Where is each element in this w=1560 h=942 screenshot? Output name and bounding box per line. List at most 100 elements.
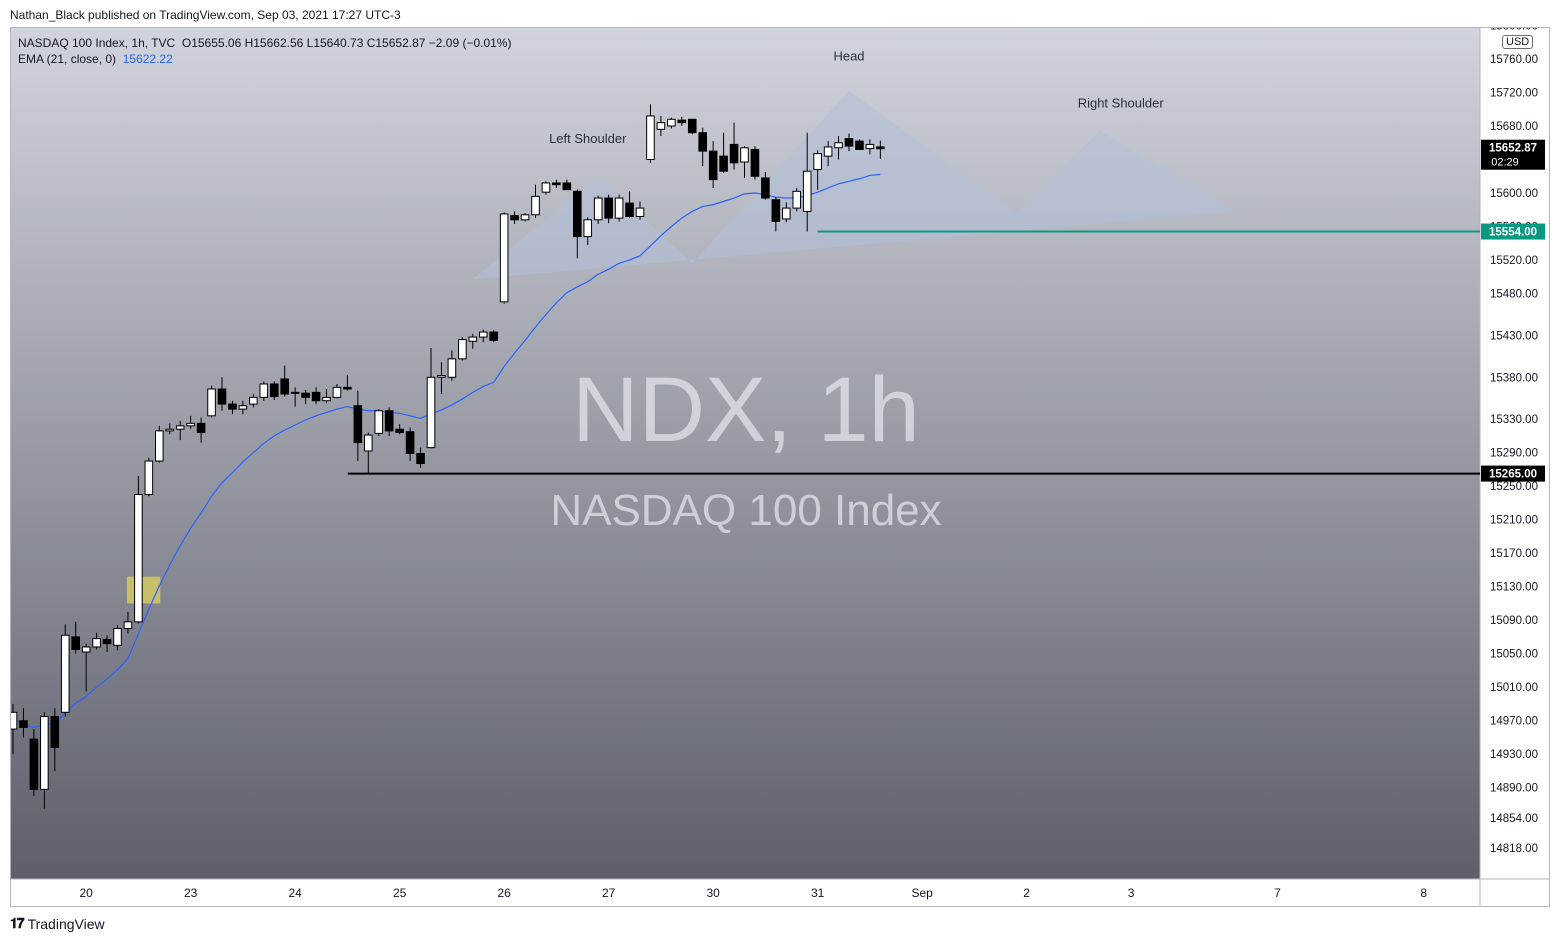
candle [50,708,60,771]
candle-body [834,142,843,149]
candle [196,417,206,443]
candle-body [19,720,28,728]
candle [771,197,781,232]
legend-ema-name: EMA (21, close, 0) [18,52,117,66]
candle [217,377,227,411]
candle [834,136,843,160]
candle [458,337,467,361]
candle [876,140,885,159]
candle [364,432,373,473]
candle-body [343,386,352,390]
legend-symbol-info: NASDAQ 100 Index, 1h, TVC [18,36,176,50]
candle-body [207,388,216,417]
price-tick-label: 15170.00 [1490,548,1538,560]
chart-frame[interactable]: NDX, 1h NASDAQ 100 Index Left Shoulder He… [10,27,1550,907]
price-tick-label: 15090.00 [1490,615,1538,627]
time-axis-background [11,879,1480,906]
footer-brand-text: TradingView [27,915,105,932]
price-tick-label: 14890.00 [1490,783,1538,795]
candle [447,350,457,381]
annotation-label: Left Shoulder [549,131,627,146]
price-tick-label: 15760.00 [1490,54,1538,66]
annotation-label: Head [833,49,864,64]
price-tick-label: 15330.00 [1490,414,1538,426]
candle-body [228,403,237,410]
candle-body [175,425,185,430]
tradingview-logo-icon: 𝟏𝟕 [10,915,25,931]
candle-body [155,430,164,462]
candle [311,387,321,405]
candle-body [405,431,415,454]
candle [426,347,436,449]
candle [802,132,812,232]
chart-legend[interactable]: NASDAQ 100 Index, 1h, TVC O15655.06 H156… [18,35,511,67]
head-and-shoulders-pattern [472,90,1236,280]
candle-body [113,628,122,646]
candle-body [614,197,624,219]
candle [656,115,666,137]
candle-body [468,336,478,342]
candle [384,407,394,436]
candle [269,381,279,400]
candle [729,122,739,170]
price-tick-label: 15800.00 [1490,28,1538,32]
horizontal-levels-layer [347,230,1480,475]
chart-svg[interactable]: NDX, 1h NASDAQ 100 Index Left Shoulder He… [11,28,1549,906]
price-tick-label: 14970.00 [1490,716,1538,728]
price-tick-label: 15720.00 [1490,87,1538,99]
candle-body [81,646,91,653]
level-price-label: 15265.00 [1481,465,1545,482]
candle [113,625,122,651]
publisher-line: Nathan_Black published on TradingView.co… [10,8,401,22]
candle [719,132,728,173]
legend-ema-value: 15622.22 [122,52,173,66]
candle-body [249,396,258,405]
price-tick-label: 15250.00 [1490,481,1538,493]
legend-line-symbol: NASDAQ 100 Index, 1h, TVC O15655.06 H156… [18,35,511,51]
candle-body [71,636,81,650]
candle [844,133,854,152]
ema-line [12,173,881,729]
candle [134,476,143,624]
candle-body [677,119,687,124]
candle-body [447,358,457,378]
candle-body [771,199,781,222]
time-tick-label: 30 [706,886,720,900]
candle [60,624,70,717]
candle [395,424,404,435]
currency-badge[interactable]: USD [1502,35,1534,49]
candle-body [698,132,708,152]
level-price-label-bg [1481,223,1545,240]
price-tick-label: 15600.00 [1490,188,1538,200]
candle-body [238,405,248,410]
candle [604,194,613,224]
candle-body [844,138,854,147]
candle [165,423,175,435]
candle [614,194,624,222]
time-tick-label: 27 [602,886,616,900]
candle [520,213,530,222]
candle-body [708,150,718,181]
candle [865,139,875,155]
candle [499,212,509,304]
footer-brand[interactable]: 𝟏𝟕 TradingView [10,915,105,932]
candle-body [437,375,446,378]
time-axis[interactable]: 20 23 24 25 26 27 30 31 Sep 2 3 7 8 [79,886,1427,900]
annotations-layer: Left Shoulder Head Right Shoulder [549,49,1164,146]
candle [750,146,760,180]
candle [374,409,384,436]
candle [144,457,154,497]
time-tick-label: 24 [288,886,302,900]
candle [855,139,864,150]
time-tick-label: 26 [497,886,511,900]
candle-body [92,638,101,648]
candle-body [573,190,582,238]
candle [667,117,676,129]
candle [343,374,352,391]
candle-body [11,711,18,730]
candle-body [60,634,70,713]
candle-body [395,428,404,434]
candle-body [290,391,300,394]
candle [562,179,572,191]
candle [290,387,300,407]
